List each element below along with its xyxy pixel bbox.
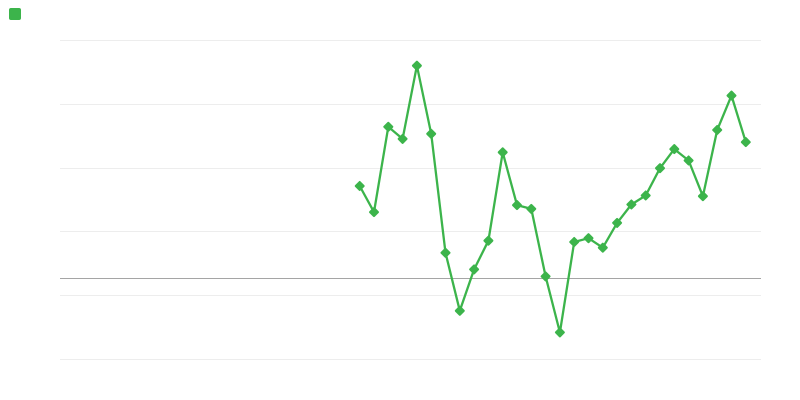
data-point [554, 327, 565, 338]
data-point [454, 305, 465, 316]
data-point [426, 128, 437, 139]
gridlines [60, 40, 761, 360]
data-point [712, 125, 723, 135]
data-point [354, 181, 365, 191]
data-point [583, 233, 594, 244]
data-point [512, 200, 522, 211]
data-series [354, 60, 751, 338]
data-point [526, 203, 537, 214]
data-point [697, 191, 708, 202]
data-point [483, 235, 494, 246]
data-point [469, 264, 480, 275]
series-line [358, 64, 747, 334]
data-point [383, 121, 394, 132]
data-point [397, 133, 408, 144]
data-point [369, 207, 379, 218]
data-point [683, 155, 694, 166]
data-point [626, 199, 637, 210]
data-point [569, 237, 580, 247]
data-point [497, 147, 508, 158]
data-point [411, 60, 422, 71]
data-point [740, 137, 751, 148]
data-point [640, 190, 651, 201]
data-point [540, 271, 551, 282]
data-point [655, 163, 665, 174]
data-point [597, 242, 608, 253]
legend-swatch [9, 8, 21, 20]
data-point [669, 144, 680, 155]
data-point [726, 90, 737, 101]
data-point [612, 217, 623, 228]
data-point [440, 247, 451, 258]
